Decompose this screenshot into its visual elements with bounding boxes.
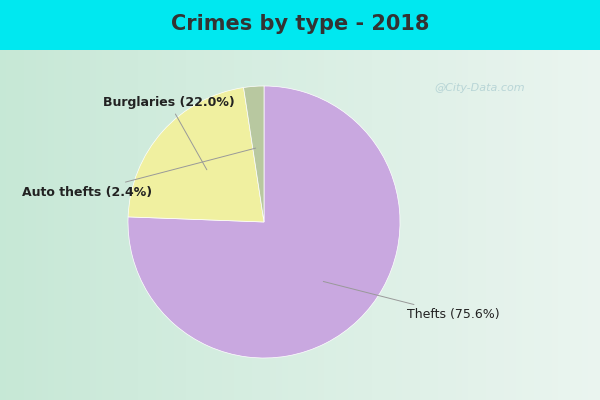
Text: @City-Data.com: @City-Data.com [434, 83, 526, 93]
Text: Burglaries (22.0%): Burglaries (22.0%) [103, 96, 235, 170]
Wedge shape [128, 88, 264, 222]
Wedge shape [128, 86, 400, 358]
Text: Crimes by type - 2018: Crimes by type - 2018 [171, 14, 429, 34]
Text: Thefts (75.6%): Thefts (75.6%) [323, 282, 499, 321]
Text: Auto thefts (2.4%): Auto thefts (2.4%) [22, 148, 256, 198]
Wedge shape [244, 86, 264, 222]
